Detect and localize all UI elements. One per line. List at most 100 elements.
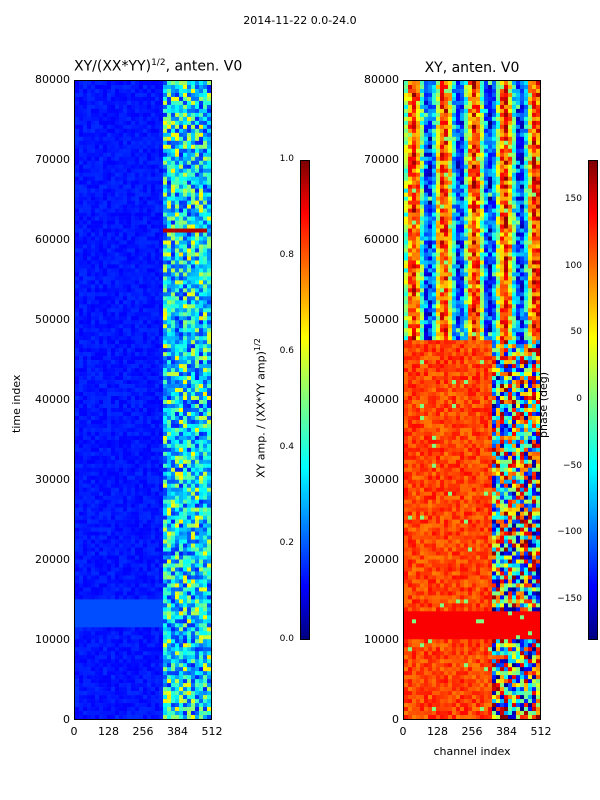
heatmap-cell bbox=[95, 300, 100, 305]
heatmap-cell bbox=[143, 439, 148, 445]
heatmap-cell bbox=[119, 663, 124, 668]
heatmap-cell bbox=[207, 148, 211, 154]
heatmap-cell bbox=[107, 392, 112, 397]
heatmap-cell bbox=[75, 352, 80, 357]
heatmap-cell bbox=[123, 523, 128, 528]
heatmap-cell bbox=[131, 491, 136, 496]
heatmap-cell bbox=[159, 212, 164, 217]
heatmap-cell bbox=[115, 104, 120, 110]
heatmap-cell bbox=[195, 619, 200, 624]
heatmap-cell bbox=[187, 344, 192, 349]
heatmap-cell bbox=[187, 256, 192, 261]
heatmap-cell bbox=[87, 567, 92, 572]
heatmap-cell bbox=[135, 639, 140, 644]
heatmap-cell bbox=[143, 220, 148, 225]
heatmap-cell bbox=[203, 88, 208, 94]
heatmap-cell bbox=[191, 344, 196, 349]
heatmap-cell bbox=[95, 499, 100, 504]
heatmap-cell bbox=[171, 96, 176, 102]
heatmap-cell bbox=[183, 631, 188, 636]
heatmap-cell bbox=[167, 236, 172, 241]
heatmap-cell bbox=[79, 551, 84, 556]
heatmap-cell bbox=[183, 635, 188, 640]
heatmap-cell bbox=[175, 224, 180, 229]
heatmap-cell bbox=[187, 336, 192, 341]
heatmap-cell bbox=[199, 663, 204, 668]
heatmap-cell bbox=[139, 156, 144, 162]
heatmap-cell bbox=[95, 216, 100, 221]
heatmap-cell bbox=[123, 623, 128, 628]
heatmap-cell bbox=[175, 595, 180, 600]
heatmap-cell bbox=[179, 583, 184, 588]
heatmap-cell bbox=[179, 451, 184, 457]
heatmap-cell bbox=[107, 499, 112, 504]
heatmap-cell bbox=[131, 483, 136, 489]
heatmap-cell bbox=[99, 168, 104, 174]
heatmap-cell bbox=[191, 655, 196, 660]
heatmap-cell bbox=[203, 575, 208, 580]
heatmap-cell bbox=[111, 499, 116, 504]
heatmap-cell bbox=[207, 104, 211, 110]
heatmap-cell bbox=[179, 519, 184, 524]
heatmap-cell bbox=[83, 635, 88, 640]
heatmap-cell bbox=[151, 288, 156, 293]
heatmap-cell bbox=[99, 435, 104, 441]
heatmap-cell bbox=[127, 519, 132, 524]
heatmap-cell bbox=[95, 619, 100, 624]
heatmap-cell bbox=[187, 388, 192, 393]
heatmap-cell bbox=[143, 296, 148, 301]
heatmap-cell bbox=[183, 491, 188, 496]
heatmap-cell bbox=[95, 256, 100, 261]
heatmap-cell bbox=[95, 136, 100, 142]
heatmap-cell bbox=[179, 487, 184, 493]
heatmap-cell bbox=[167, 116, 172, 122]
heatmap-cell bbox=[171, 236, 176, 241]
heatmap-cell bbox=[195, 120, 200, 126]
heatmap-cell bbox=[127, 316, 132, 321]
heatmap-cell bbox=[87, 280, 92, 285]
heatmap-cell bbox=[183, 651, 188, 656]
heatmap-cell bbox=[195, 423, 200, 429]
heatmap-cell bbox=[199, 192, 204, 197]
heatmap-cell bbox=[139, 376, 144, 381]
heatmap-cell bbox=[139, 176, 144, 181]
heatmap-cell bbox=[135, 463, 140, 469]
heatmap-cell bbox=[95, 352, 100, 357]
heatmap-cell bbox=[195, 248, 200, 253]
heatmap-cell bbox=[187, 172, 192, 177]
heatmap-cell bbox=[163, 539, 168, 544]
heatmap-cell bbox=[207, 615, 211, 620]
heatmap-cell bbox=[163, 160, 168, 166]
heatmap-cell bbox=[95, 615, 100, 620]
heatmap-cell bbox=[199, 184, 204, 189]
heatmap-cell bbox=[167, 567, 172, 572]
heatmap-cell bbox=[199, 224, 204, 229]
heatmap-cell bbox=[167, 356, 172, 361]
heatmap-cell bbox=[207, 308, 211, 313]
heatmap-cell bbox=[127, 216, 132, 221]
heatmap-cell bbox=[167, 435, 172, 441]
heatmap-cell bbox=[175, 192, 180, 197]
heatmap-cell bbox=[183, 348, 188, 353]
heatmap-cell bbox=[135, 156, 140, 162]
heatmap-cell bbox=[143, 651, 148, 656]
heatmap-cell bbox=[135, 236, 140, 241]
heatmap-cell bbox=[123, 276, 128, 281]
heatmap-cell bbox=[175, 479, 180, 485]
heatmap-cell bbox=[199, 384, 204, 389]
heatmap-cell bbox=[203, 491, 208, 496]
heatmap-cell bbox=[95, 392, 100, 397]
heatmap-cell bbox=[167, 260, 172, 265]
heatmap-cell bbox=[159, 144, 164, 150]
heatmap-cell bbox=[123, 503, 128, 508]
heatmap-cell bbox=[183, 400, 188, 405]
heatmap-cell bbox=[191, 356, 196, 361]
heatmap-cell bbox=[199, 467, 204, 473]
heatmap-cell bbox=[131, 547, 136, 552]
heatmap-cell bbox=[107, 208, 112, 213]
heatmap-cell bbox=[187, 627, 192, 632]
heatmap-cell bbox=[103, 591, 108, 596]
heatmap-cell bbox=[103, 459, 108, 465]
heatmap-cell bbox=[115, 124, 120, 130]
heatmap-cell bbox=[107, 603, 112, 608]
